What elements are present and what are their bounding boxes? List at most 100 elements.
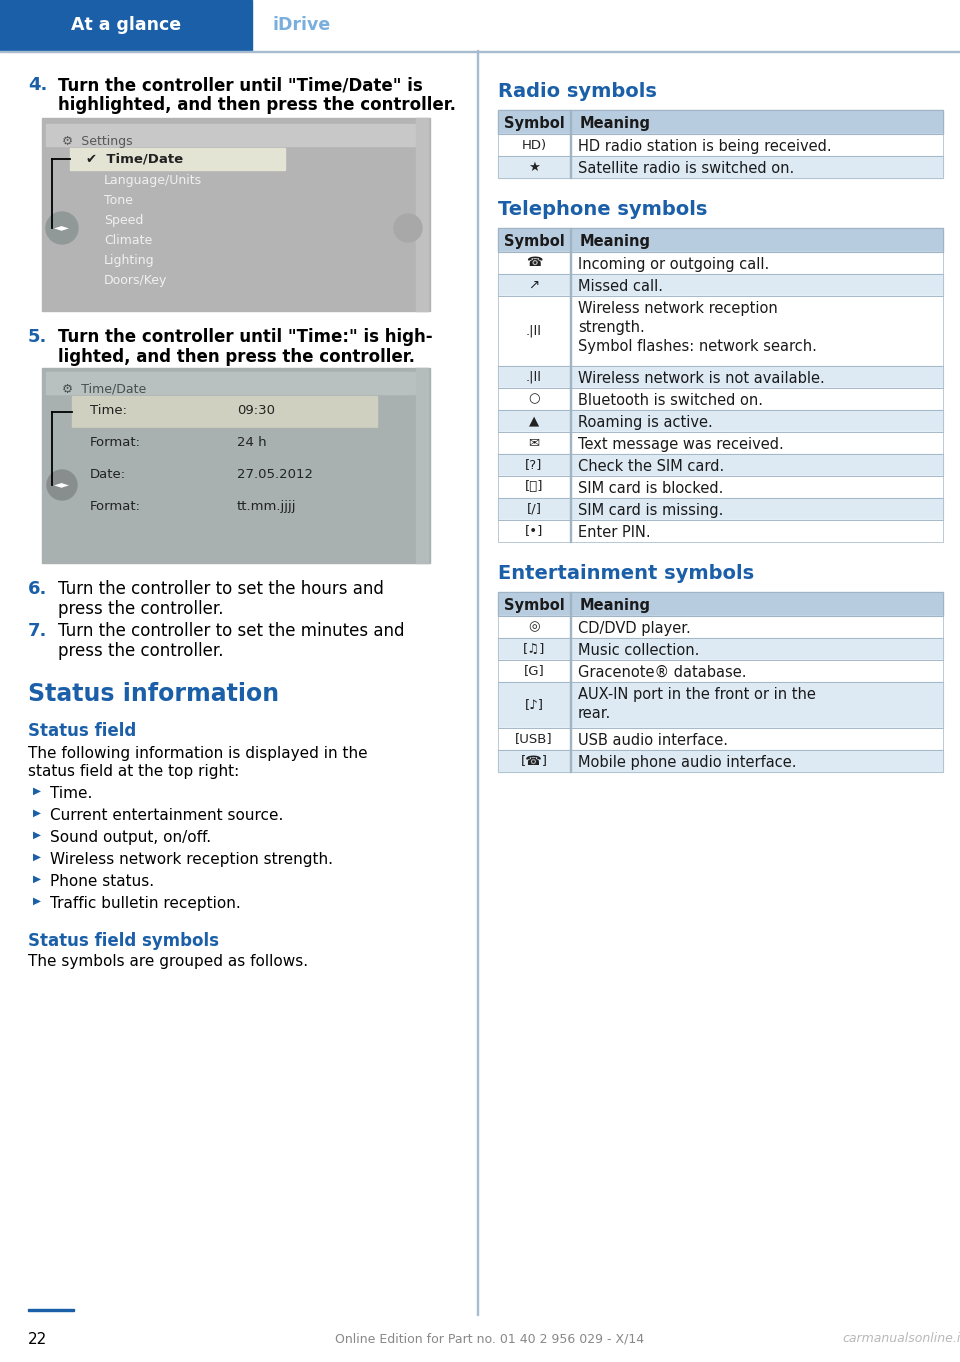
Bar — [570, 227, 571, 252]
Text: 6.: 6. — [28, 580, 47, 598]
Text: Turn the controller until "Time:" is high-: Turn the controller until "Time:" is hig… — [58, 328, 433, 346]
Text: ◎: ◎ — [528, 621, 540, 633]
Bar — [498, 227, 943, 252]
Circle shape — [46, 212, 78, 244]
Text: iDrive: iDrive — [272, 16, 330, 34]
Text: Climate: Climate — [104, 234, 153, 247]
Bar — [477, 50, 478, 1314]
Text: HD radio station is being received.: HD radio station is being received. — [578, 139, 831, 154]
Text: 4.: 4. — [28, 76, 47, 94]
Text: 5.: 5. — [28, 328, 47, 346]
Bar — [570, 274, 571, 296]
Text: Speed: Speed — [104, 214, 143, 227]
Bar — [570, 475, 571, 498]
Bar — [498, 133, 943, 157]
Text: Time.: Time. — [50, 786, 92, 801]
Text: Enter PIN.: Enter PIN. — [578, 524, 651, 539]
Text: ▶: ▶ — [33, 874, 41, 884]
Text: Symbol: Symbol — [504, 116, 564, 131]
Text: ◄►: ◄► — [54, 479, 70, 489]
Text: Entertainment symbols: Entertainment symbols — [498, 564, 755, 583]
Text: Music collection.: Music collection. — [578, 643, 700, 658]
Bar — [570, 157, 571, 178]
Text: strength.: strength. — [578, 320, 645, 335]
Text: Meaning: Meaning — [580, 234, 651, 249]
Bar — [498, 498, 943, 520]
Text: Roaming is active.: Roaming is active. — [578, 415, 712, 430]
Bar — [416, 368, 428, 563]
Bar — [498, 682, 943, 729]
Text: AUX-IN port in the front or in the: AUX-IN port in the front or in the — [578, 686, 816, 701]
Bar — [46, 124, 426, 146]
Text: Symbol flashes: network search.: Symbol flashes: network search. — [578, 339, 817, 354]
Bar — [570, 750, 571, 772]
Bar — [570, 637, 571, 661]
Text: ◄►: ◄► — [54, 222, 70, 232]
Bar — [46, 372, 426, 394]
Text: Mobile phone audio interface.: Mobile phone audio interface. — [578, 755, 797, 770]
Text: ✉: ✉ — [528, 436, 540, 449]
Bar — [498, 661, 943, 682]
Bar — [498, 592, 943, 616]
Text: CD/DVD player.: CD/DVD player. — [578, 621, 691, 636]
Bar — [498, 475, 943, 498]
Text: USB audio interface.: USB audio interface. — [578, 733, 728, 748]
Text: Current entertainment source.: Current entertainment source. — [50, 808, 283, 823]
Circle shape — [47, 470, 77, 500]
Text: .|ll: .|ll — [526, 324, 542, 338]
Text: Status information: Status information — [28, 682, 279, 706]
Bar — [570, 133, 571, 157]
Text: Telephone symbols: Telephone symbols — [498, 200, 708, 219]
Text: SIM card is blocked.: SIM card is blocked. — [578, 481, 724, 496]
Text: highlighted, and then press the controller.: highlighted, and then press the controll… — [58, 95, 456, 114]
Bar — [28, 1309, 74, 1312]
Text: 7.: 7. — [28, 622, 47, 640]
Bar — [498, 274, 943, 296]
Bar — [498, 750, 943, 772]
Bar — [498, 750, 943, 772]
Text: ○: ○ — [528, 392, 540, 406]
Text: HD): HD) — [521, 139, 546, 151]
Bar — [498, 661, 943, 682]
Bar — [570, 252, 571, 274]
Text: Time:: Time: — [90, 405, 127, 417]
Bar — [498, 366, 943, 388]
Bar — [498, 274, 943, 296]
Bar — [498, 410, 943, 432]
Text: 27.05.2012: 27.05.2012 — [237, 469, 313, 481]
Bar — [72, 492, 377, 524]
Bar — [570, 498, 571, 520]
Bar — [570, 296, 571, 366]
Bar — [498, 410, 943, 432]
Text: Bluetooth is switched on.: Bluetooth is switched on. — [578, 394, 763, 409]
Text: Format:: Format: — [90, 500, 141, 513]
Text: Incoming or outgoing call.: Incoming or outgoing call. — [578, 257, 769, 272]
Bar — [42, 118, 430, 311]
Text: Tone: Tone — [104, 193, 132, 207]
Text: ▶: ▶ — [33, 896, 41, 906]
Text: 24 h: 24 h — [237, 436, 267, 449]
Text: ✔  Time/Date: ✔ Time/Date — [86, 153, 183, 166]
Bar — [70, 148, 285, 170]
Text: ☎: ☎ — [526, 256, 542, 270]
Text: SIM card is missing.: SIM card is missing. — [578, 503, 724, 518]
Text: lighted, and then press the controller.: lighted, and then press the controller. — [58, 349, 415, 366]
Bar — [570, 388, 571, 410]
Text: ▶: ▶ — [33, 853, 41, 862]
Text: ▶: ▶ — [33, 829, 41, 840]
Text: [♫]: [♫] — [523, 643, 545, 655]
Bar — [498, 252, 943, 274]
Text: [USB]: [USB] — [516, 733, 553, 745]
Text: Phone status.: Phone status. — [50, 874, 155, 889]
Bar — [42, 368, 430, 563]
Bar — [498, 729, 943, 750]
Bar — [498, 454, 943, 475]
Text: Missed call.: Missed call. — [578, 279, 663, 294]
Text: At a glance: At a glance — [71, 16, 181, 34]
Text: The following information is displayed in the: The following information is displayed i… — [28, 746, 368, 761]
Text: Sound output, on/off.: Sound output, on/off. — [50, 829, 211, 844]
Text: press the controller.: press the controller. — [58, 642, 224, 661]
Bar — [498, 110, 943, 133]
Bar — [570, 454, 571, 475]
Text: .|ll: .|ll — [526, 370, 542, 384]
